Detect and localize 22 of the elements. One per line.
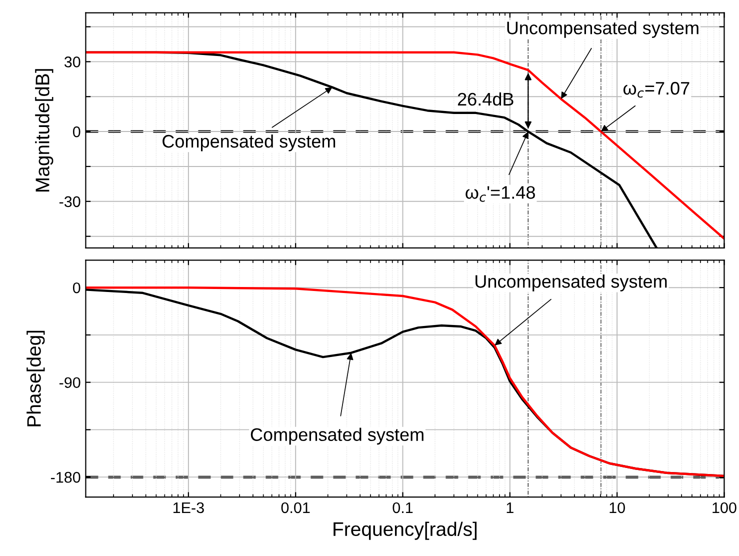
y-tick-label: 0 <box>72 126 80 138</box>
annotation: Uncompensated system <box>476 274 667 292</box>
x-axis-title: Frequency[rad/s] <box>334 522 477 540</box>
y-tick-label: 0 <box>72 282 80 294</box>
annotation: ω$_{c}$'=1.48 <box>466 186 535 202</box>
x-tick-label: 100 <box>712 502 736 514</box>
annotation: ω$_{c}$=7.07 <box>623 82 690 98</box>
y-axis-title: Phase[deg] <box>26 330 45 426</box>
x-tick-label: 0.1 <box>392 502 413 514</box>
x-tick-label: 0.01 <box>281 502 310 514</box>
annotation: 26.4dB <box>458 92 514 106</box>
y-tick-label: -90 <box>59 377 80 388</box>
x-tick-label: 1E-3 <box>173 502 204 514</box>
x-tick-label: 1 <box>506 502 514 513</box>
annotation: Uncompensated system <box>507 21 698 38</box>
annotation: Compensated system <box>250 428 424 445</box>
y-tick-label: 30 <box>64 56 80 68</box>
annotation: Compensated system <box>162 134 336 152</box>
y-tick-label: -30 <box>59 196 80 208</box>
x-tick-label: 10 <box>610 502 625 514</box>
y-axis-title: Magnitude[dB] <box>35 69 54 192</box>
y-tick-label: -180 <box>50 472 80 483</box>
